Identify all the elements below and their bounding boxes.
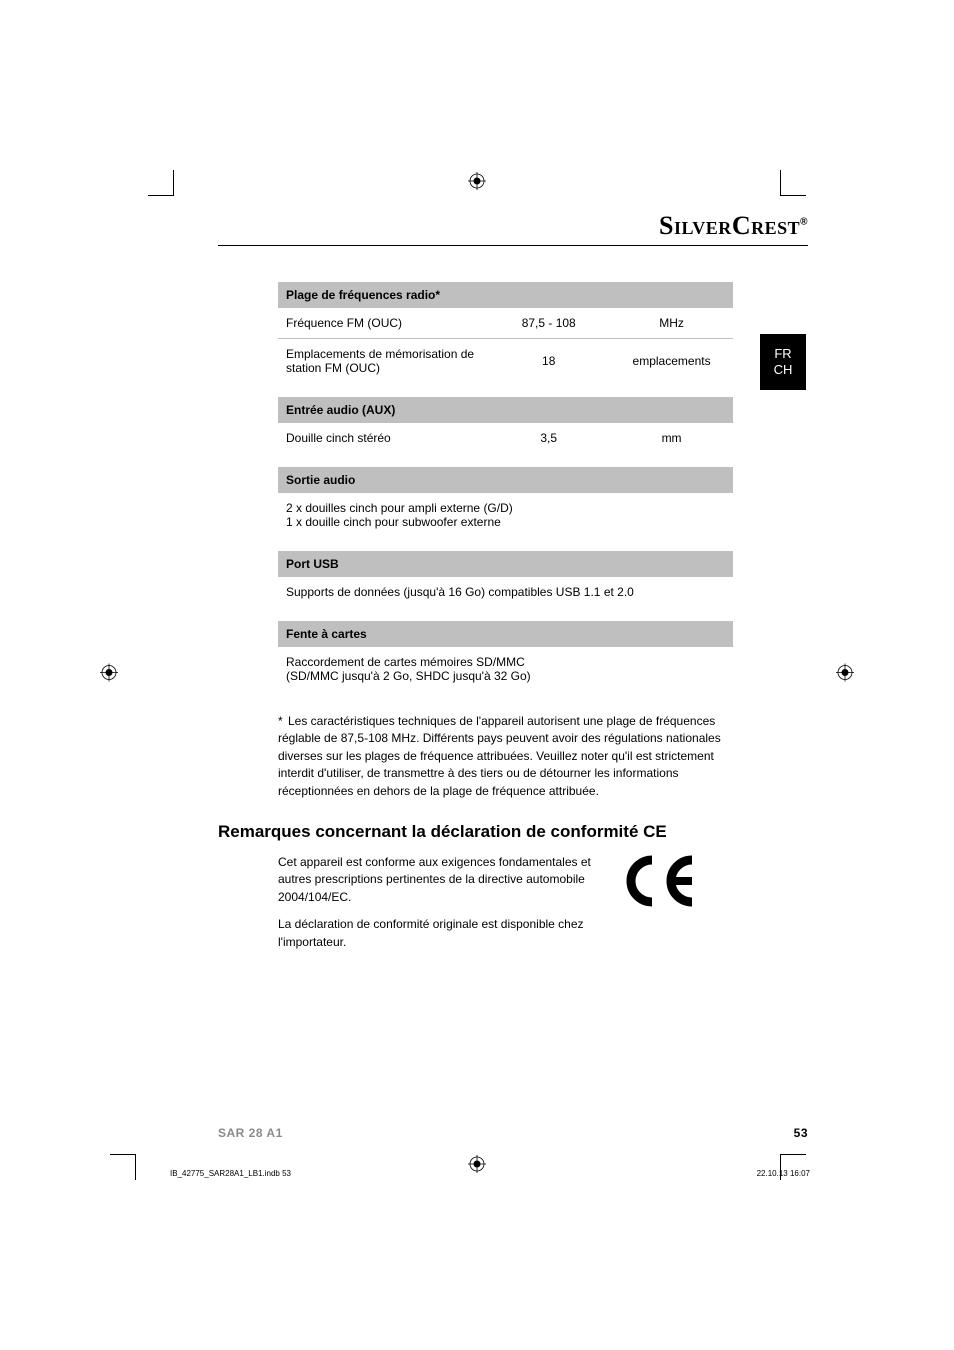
- spec-header-radio: Plage de fréquences radio*: [278, 282, 733, 308]
- footnote-asterisk: *: [278, 713, 288, 730]
- spec-header-aux: Entrée audio (AUX): [278, 397, 733, 423]
- spec-header-audio-out: Sortie audio: [278, 467, 733, 493]
- spec-value: 18: [487, 339, 610, 384]
- conformity-text: Cet appareil est conforme aux exigences …: [278, 854, 598, 951]
- spec-table-audio-out: Sortie audio 2 x douilles cinch pour amp…: [278, 467, 733, 537]
- table-row: Douille cinch stéréo 3,5 mm: [278, 423, 733, 453]
- brand-crest: Crest: [732, 211, 800, 240]
- spec-body: Raccordement de cartes mémoires SD/MMC (…: [278, 647, 733, 691]
- table-row: Emplacements de mémorisation de station …: [278, 339, 733, 384]
- imprint-timestamp: 22.10.13 16:07: [757, 1169, 810, 1178]
- crop-mark-top-left: [148, 170, 174, 196]
- brand-logo: SilverCrest®: [218, 210, 808, 241]
- table-row: Raccordement de cartes mémoires SD/MMC (…: [278, 647, 733, 691]
- footnote-text: Les caractéristiques techniques de l'app…: [278, 714, 721, 798]
- spec-table-radio: Plage de fréquences radio* Fréquence FM …: [278, 282, 733, 383]
- page-footer: SAR 28 A1 53: [218, 1126, 808, 1140]
- conformity-p1: Cet appareil est conforme aux exigences …: [278, 854, 598, 906]
- registration-mark-left: [100, 664, 118, 687]
- crop-mark-bottom-left: [110, 1154, 136, 1180]
- imprint-file: IB_42775_SAR28A1_LB1.indb 53: [170, 1169, 291, 1178]
- imprint-line: IB_42775_SAR28A1_LB1.indb 53 22.10.13 16…: [170, 1169, 810, 1178]
- spec-label: Douille cinch stéréo: [278, 423, 487, 453]
- registration-mark-top: [468, 172, 486, 195]
- section-heading-conformity: Remarques concernant la déclaration de c…: [218, 822, 808, 842]
- spec-unit: MHz: [610, 308, 733, 339]
- spec-header-card: Fente à cartes: [278, 621, 733, 647]
- footer-model: SAR 28 A1: [218, 1126, 283, 1140]
- spec-value: 87,5 - 108: [487, 308, 610, 339]
- crop-mark-top-right: [780, 170, 806, 196]
- spec-unit: mm: [610, 423, 733, 453]
- spec-header-usb: Port USB: [278, 551, 733, 577]
- registration-mark-right: [836, 664, 854, 687]
- spec-value: 3,5: [487, 423, 610, 453]
- table-row: Supports de données (jusqu'à 16 Go) comp…: [278, 577, 733, 607]
- spec-body: Supports de données (jusqu'à 16 Go) comp…: [278, 577, 733, 607]
- brand-reg: ®: [800, 216, 808, 227]
- spec-table-aux: Entrée audio (AUX) Douille cinch stéréo …: [278, 397, 733, 453]
- ce-mark-icon: [622, 854, 700, 951]
- footnote: *Les caractéristiques techniques de l'ap…: [278, 713, 733, 800]
- footer-page-number: 53: [794, 1126, 808, 1140]
- table-row: 2 x douilles cinch pour ampli externe (G…: [278, 493, 733, 537]
- spec-unit: emplacements: [610, 339, 733, 384]
- spec-table-usb: Port USB Supports de données (jusqu'à 16…: [278, 551, 733, 607]
- spec-table-card: Fente à cartes Raccordement de cartes mé…: [278, 621, 733, 691]
- brand-rule: [218, 245, 808, 246]
- brand-silver: Silver: [659, 211, 732, 240]
- spec-body: 2 x douilles cinch pour ampli externe (G…: [278, 493, 733, 537]
- spec-label: Fréquence FM (OUC): [278, 308, 487, 339]
- spec-label: Emplacements de mémorisation de station …: [278, 339, 487, 384]
- table-row: Fréquence FM (OUC) 87,5 - 108 MHz: [278, 308, 733, 339]
- conformity-p2: La déclaration de conformité originale e…: [278, 916, 598, 951]
